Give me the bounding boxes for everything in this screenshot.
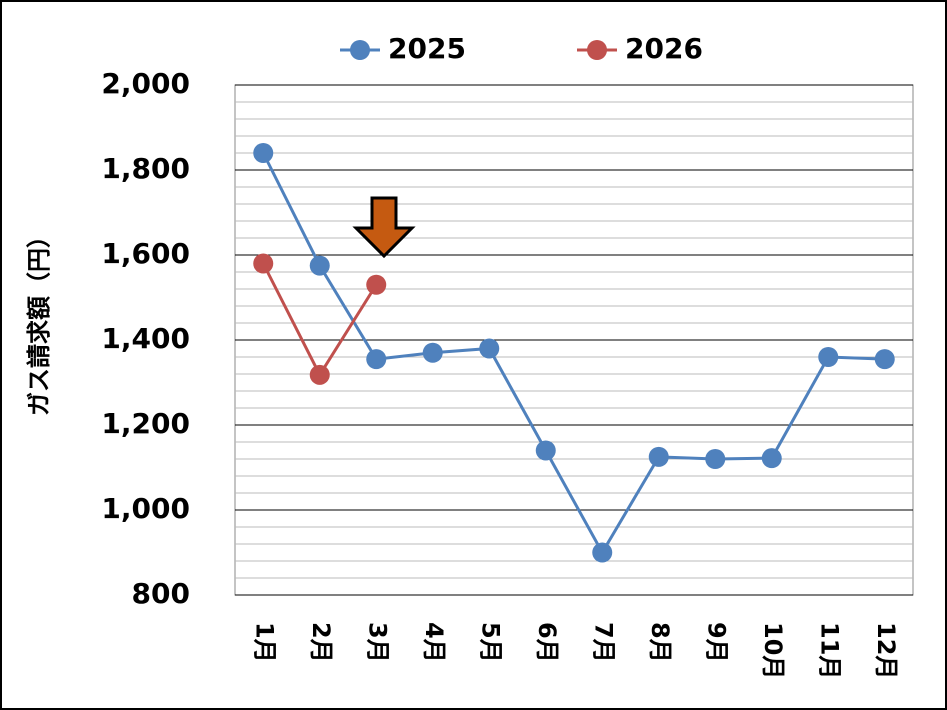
legend-marker [350,40,370,60]
x-tick-label: 6月 [533,622,561,663]
arrow-annotation [352,196,416,259]
data-point [309,364,330,385]
x-tick-label: 9月 [702,622,730,663]
series-line [261,152,885,556]
x-tick-label: 11月 [815,622,843,679]
x-tick-label: 10月 [759,622,787,679]
data-point [874,349,895,370]
data-point [705,449,726,469]
data-point [818,347,839,367]
x-tick-label: 2月 [307,622,335,663]
data-point [366,349,387,370]
y-tick-label: 1,200 [101,407,190,440]
data-point [479,338,500,359]
data-point [366,274,387,295]
x-tick-label: 3月 [363,622,391,663]
x-tick-label: 4月 [420,622,448,663]
data-point [253,143,274,163]
data-point [535,440,556,461]
data-point [422,342,443,363]
data-point [592,542,613,563]
y-tick-label: 1,400 [101,322,190,355]
y-tick-label: 800 [132,577,190,610]
x-tick-label: 12月 [872,622,900,679]
plot-area: 800 1,000 1,200 1,400 1,600 1,800 2,000 1月 2月 3月 4… [101,32,914,679]
x-tick-label: 7月 [589,622,617,663]
legend-label: 2025 [388,32,466,65]
legend-marker [587,40,607,60]
legend-label: 2026 [625,32,703,65]
y-tick-label: 1,800 [101,152,190,185]
y-tick-label: 2,000 [101,67,190,100]
y-axis-title: ガス請求額（円） [25,224,53,416]
data-point [309,255,330,276]
x-tick-label: 5月 [476,622,504,663]
data-point [648,446,669,467]
data-point [761,448,782,469]
data-point [253,253,274,274]
x-tick-label: 1月 [250,622,278,663]
y-tick-label: 1,000 [101,492,190,525]
y-tick-label: 1,600 [101,237,190,270]
x-tick-label: 8月 [646,622,674,663]
